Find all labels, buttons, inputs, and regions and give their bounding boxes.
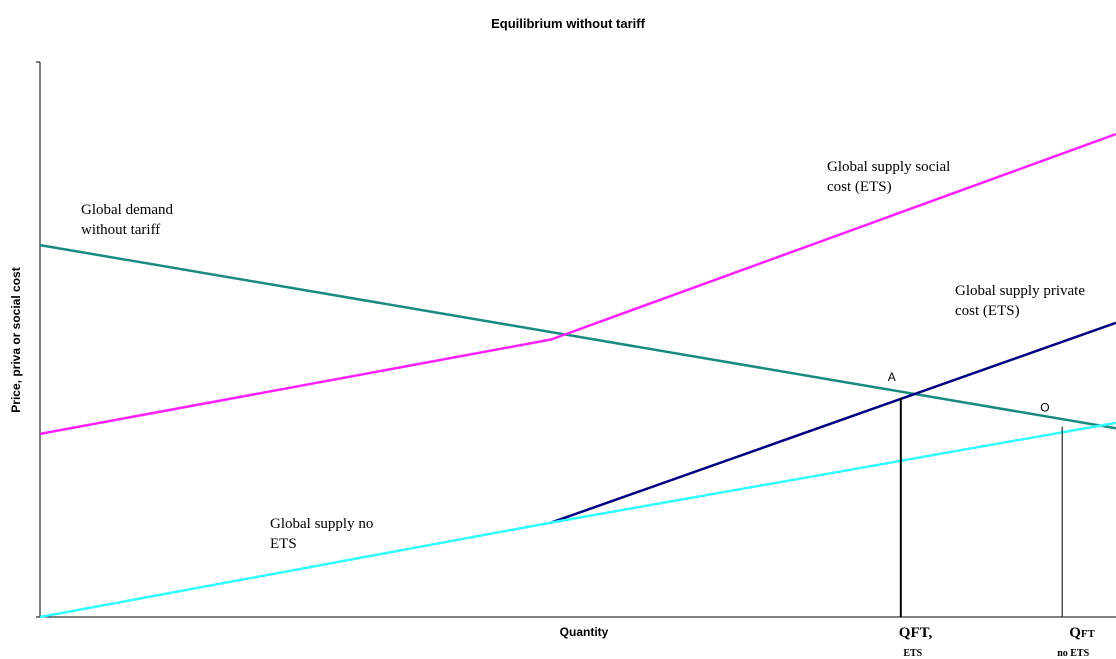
series-layer xyxy=(39,132,1116,619)
series-label-line: without tariff xyxy=(81,222,160,238)
quantity-mark-main: QFT, xyxy=(899,625,933,641)
point-label-A: A xyxy=(888,370,896,384)
quantity-mark-main-small: FT xyxy=(1081,628,1096,640)
series-label-social: Global supply social cost (ETS) xyxy=(827,159,950,195)
series-label-line: Global supply no xyxy=(270,516,373,532)
series-label-line: Global supply social xyxy=(827,159,950,175)
quantity-mark-sub-1: no ETS xyxy=(1057,648,1089,659)
drop-lines xyxy=(899,397,1063,617)
quantity-mark-0: QFT, xyxy=(899,625,933,641)
chart-title: Equilibrium without tariff xyxy=(491,16,645,31)
series-label-private: Global supply private cost (ETS) xyxy=(955,283,1085,319)
series-line-social xyxy=(39,132,1116,436)
quantity-mark-main: Q xyxy=(1069,625,1081,641)
series-line-private xyxy=(550,321,1116,524)
quantity-mark-sub-0: ETS xyxy=(903,648,922,659)
series-label-line: ETS xyxy=(270,536,297,552)
series-label-line: Global supply private xyxy=(955,283,1085,299)
x-axis-label: Quantity xyxy=(560,625,609,639)
series-label-line: cost (ETS) xyxy=(827,179,892,195)
series-label-line: cost (ETS) xyxy=(955,303,1020,319)
y-axis-label: Price, priva or social cost xyxy=(9,267,23,412)
curve-labels: Global demand without tariff Global supply… xyxy=(81,159,1096,659)
series-label-demand: Global demand without tariff xyxy=(81,202,174,238)
series-line-noets xyxy=(39,421,1116,619)
point-label-O: O xyxy=(1040,401,1049,415)
series-label-line: Global demand xyxy=(81,202,174,218)
quantity-mark-1: QFT xyxy=(1069,625,1095,641)
series-line-demand xyxy=(39,243,1116,430)
series-label-noets: Global supply no ETS xyxy=(270,516,373,552)
